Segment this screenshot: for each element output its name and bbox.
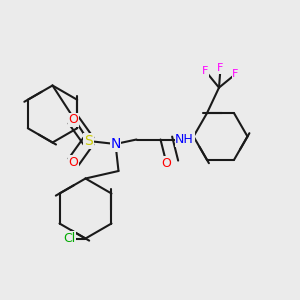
Text: O: O bbox=[69, 155, 78, 169]
Text: F: F bbox=[202, 66, 209, 76]
Text: NH: NH bbox=[175, 133, 194, 146]
Text: O: O bbox=[162, 157, 171, 170]
Text: O: O bbox=[69, 113, 78, 127]
Text: F: F bbox=[232, 69, 239, 79]
Text: Cl: Cl bbox=[63, 232, 75, 245]
Text: S: S bbox=[84, 134, 93, 148]
Text: F: F bbox=[217, 63, 224, 73]
Text: N: N bbox=[110, 137, 121, 151]
